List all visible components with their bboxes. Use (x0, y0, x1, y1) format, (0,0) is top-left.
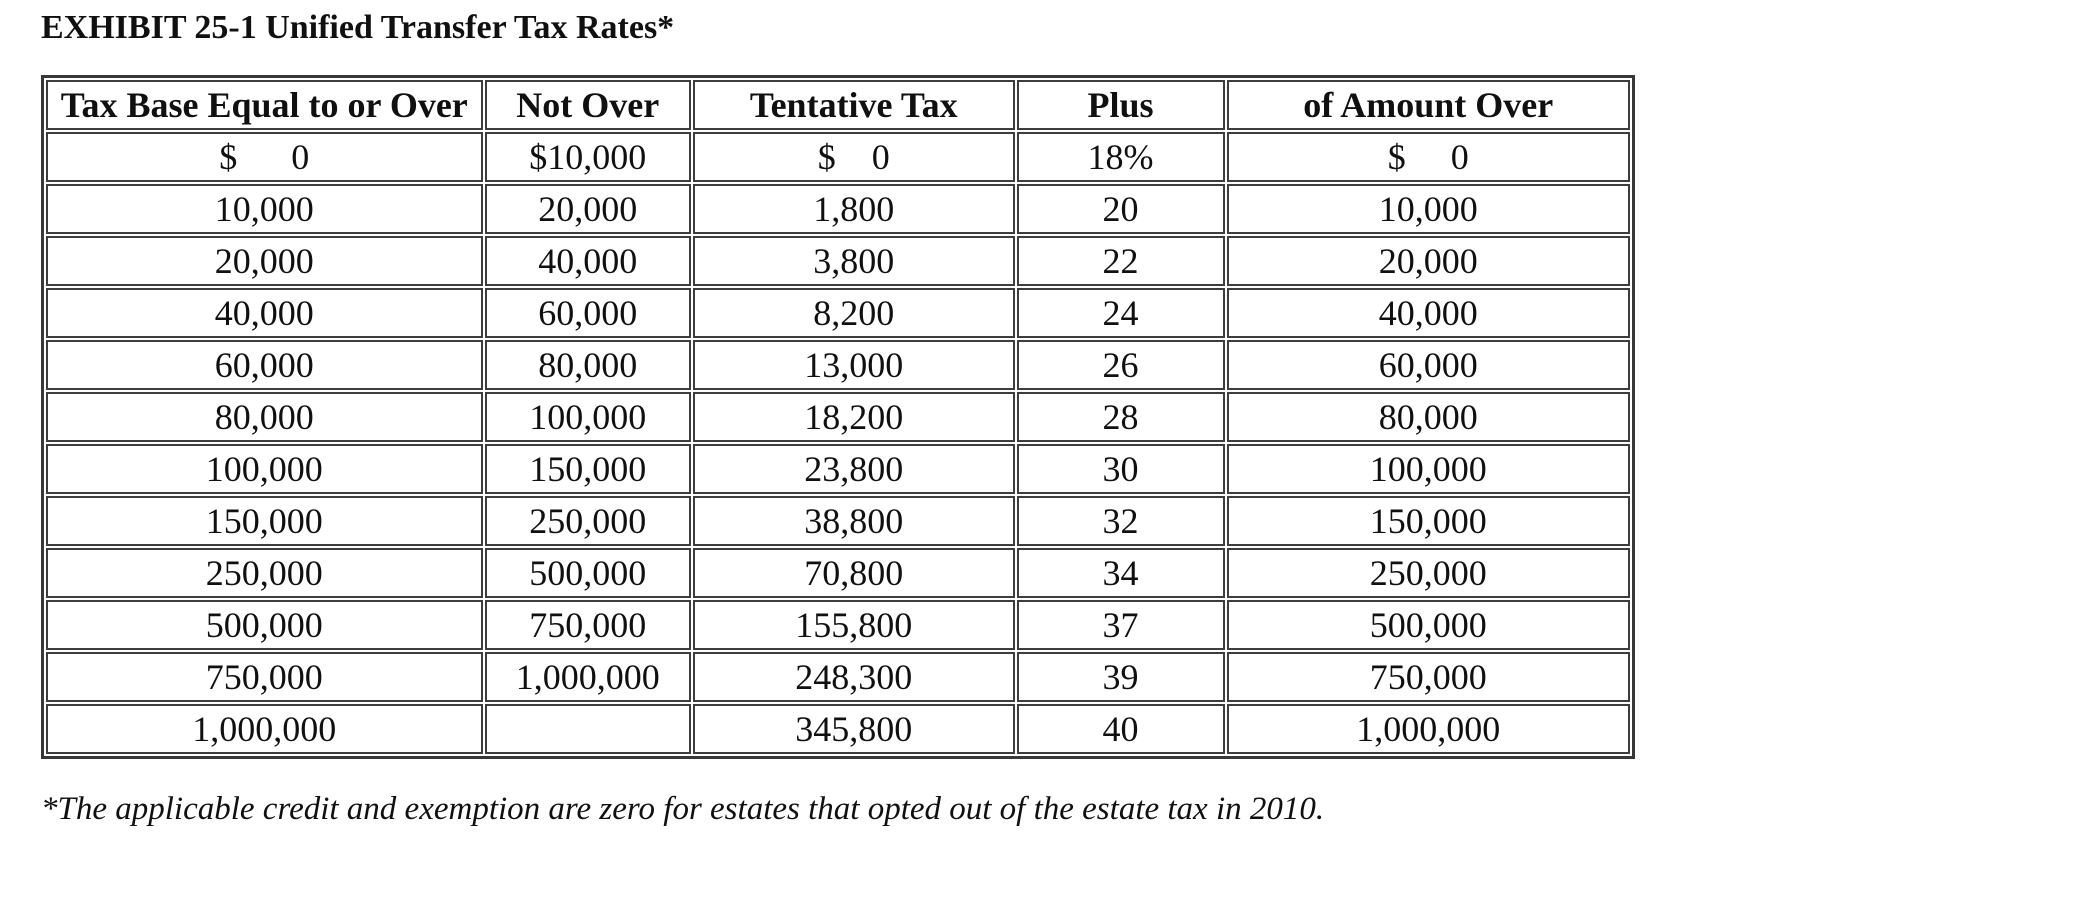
table-cell: 1,000,000 (46, 704, 483, 754)
table-cell: 1,000,000 (484, 652, 691, 702)
table-cell: 24 (1016, 288, 1225, 338)
table-row: 80,000 100,000 18,200 28 80,000 (46, 392, 1630, 442)
table-cell: $ 0 (693, 132, 1015, 182)
table-cell: 250,000 (1226, 548, 1630, 598)
table-cell: 60,000 (46, 340, 483, 390)
table-row: 60,000 80,000 13,000 26 60,000 (46, 340, 1630, 390)
table-cell: 1,800 (693, 184, 1015, 234)
table-cell: 100,000 (484, 392, 691, 442)
table-cell: 80,000 (484, 340, 691, 390)
column-header-not-over: Not Over (484, 80, 691, 130)
table-cell: 150,000 (46, 496, 483, 546)
table-cell: $ 0 (46, 132, 483, 182)
exhibit-title: EXHIBIT 25-1 Unified Transfer Tax Rates* (41, 9, 675, 46)
table-cell: 250,000 (484, 496, 691, 546)
table-row: 40,000 60,000 8,200 24 40,000 (46, 288, 1630, 338)
table-cell: 250,000 (46, 548, 483, 598)
table-cell: 30 (1016, 444, 1225, 494)
table-cell: 13,000 (693, 340, 1015, 390)
table-cell: 150,000 (484, 444, 691, 494)
table-cell: 100,000 (1226, 444, 1630, 494)
footnote: *The applicable credit and exemption are… (41, 791, 1325, 827)
table-cell: 20,000 (1226, 236, 1630, 286)
table-row: $ 0 $10,000 $ 0 18% $ 0 (46, 132, 1630, 182)
table-cell: 750,000 (46, 652, 483, 702)
table-cell: 37 (1016, 600, 1225, 650)
table-cell: 8,200 (693, 288, 1015, 338)
table-cell: 80,000 (46, 392, 483, 442)
table-row: 20,000 40,000 3,800 22 20,000 (46, 236, 1630, 286)
table-cell: 40 (1016, 704, 1225, 754)
table-cell: 38,800 (693, 496, 1015, 546)
table-body: $ 0 $10,000 $ 0 18% $ 0 10,000 20,000 1,800 20 10… (46, 132, 1630, 754)
table-cell: 39 (1016, 652, 1225, 702)
unified-transfer-tax-rates-table: Tax Base Equal to or Over Not Over Tenta… (41, 75, 1635, 759)
table-row: 10,000 20,000 1,800 20 10,000 (46, 184, 1630, 234)
table-row: 1,000,000 345,800 40 1,000,000 (46, 704, 1630, 754)
table-cell: 34 (1016, 548, 1225, 598)
table-header-row: Tax Base Equal to or Over Not Over Tenta… (46, 80, 1630, 130)
table-cell: 345,800 (693, 704, 1015, 754)
table-cell: 32 (1016, 496, 1225, 546)
table-cell: 500,000 (484, 548, 691, 598)
table-cell: 28 (1016, 392, 1225, 442)
table-cell: 40,000 (484, 236, 691, 286)
table-cell: 18,200 (693, 392, 1015, 442)
table-cell: 20,000 (46, 236, 483, 286)
table-cell: 155,800 (693, 600, 1015, 650)
table-cell: 3,800 (693, 236, 1015, 286)
table-cell: 23,800 (693, 444, 1015, 494)
table-row: 100,000 150,000 23,800 30 100,000 (46, 444, 1630, 494)
table-cell: 248,300 (693, 652, 1015, 702)
table-cell: 10,000 (46, 184, 483, 234)
table-cell: 22 (1016, 236, 1225, 286)
table-cell: $10,000 (484, 132, 691, 182)
table-cell: 500,000 (1226, 600, 1630, 650)
column-header-tentative-tax: Tentative Tax (693, 80, 1015, 130)
table-cell: 10,000 (1226, 184, 1630, 234)
table-cell: 18% (1016, 132, 1225, 182)
table-cell: 100,000 (46, 444, 483, 494)
column-header-plus: Plus (1016, 80, 1225, 130)
column-header-tax-base: Tax Base Equal to or Over (46, 80, 483, 130)
table-row: 500,000 750,000 155,800 37 500,000 (46, 600, 1630, 650)
table-cell: 20 (1016, 184, 1225, 234)
table-cell: 26 (1016, 340, 1225, 390)
table-cell: 70,800 (693, 548, 1015, 598)
table-row: 150,000 250,000 38,800 32 150,000 (46, 496, 1630, 546)
column-header-of-amount-over: of Amount Over (1226, 80, 1630, 130)
table-cell: 750,000 (1226, 652, 1630, 702)
table-cell (484, 704, 691, 754)
table-cell: 500,000 (46, 600, 483, 650)
table-row: 250,000 500,000 70,800 34 250,000 (46, 548, 1630, 598)
table-cell: 20,000 (484, 184, 691, 234)
table-cell: $ 0 (1226, 132, 1630, 182)
table-cell: 1,000,000 (1226, 704, 1630, 754)
table-cell: 80,000 (1226, 392, 1630, 442)
table-cell: 60,000 (484, 288, 691, 338)
table-cell: 750,000 (484, 600, 691, 650)
table-cell: 150,000 (1226, 496, 1630, 546)
table-cell: 40,000 (1226, 288, 1630, 338)
table-row: 750,000 1,000,000 248,300 39 750,000 (46, 652, 1630, 702)
table-cell: 40,000 (46, 288, 483, 338)
table-cell: 60,000 (1226, 340, 1630, 390)
